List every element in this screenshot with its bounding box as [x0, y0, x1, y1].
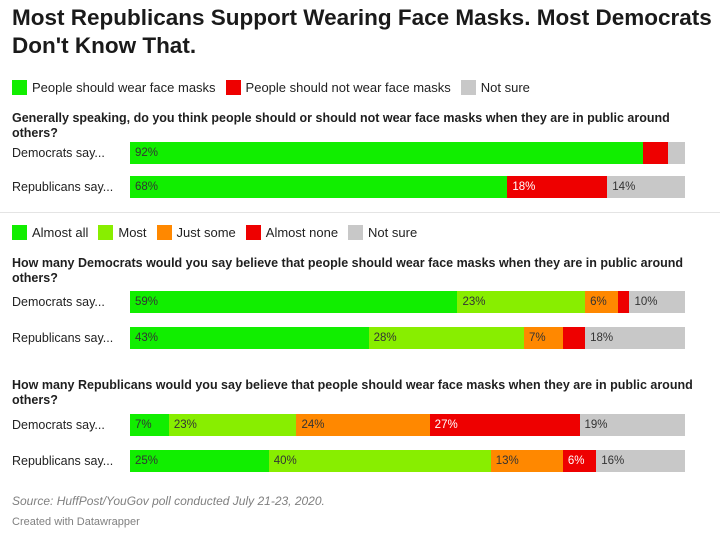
- bar-segment-almost-all: 43%: [130, 327, 369, 349]
- bar-segment-most: 28%: [368, 327, 525, 349]
- legend-item-people-should-not-wear-face-masks: People should not wear face masks: [225, 79, 451, 95]
- legend-item-just-some: Just some: [156, 224, 236, 240]
- bar-segment-not-sure: 10%: [629, 291, 685, 313]
- bar-segment-people-should-wear-face-masks: 92%: [130, 142, 644, 164]
- bar-segment-just-some: 13%: [490, 450, 563, 472]
- legend-item-most: Most: [98, 224, 147, 240]
- legend-swatch: [156, 224, 172, 240]
- bar-segment-almost-none: [618, 291, 630, 313]
- legend-label: People should not wear face masks: [245, 79, 451, 95]
- legend-item-not-sure: Not sure: [460, 79, 530, 95]
- bar-segment-just-some: 6%: [585, 291, 619, 313]
- legend-swatch: [12, 79, 27, 95]
- stacked-bar-q1-democrats: 92%: [130, 142, 685, 164]
- legend-swatch: [348, 224, 364, 240]
- question-2: How many Democrats would you say believe…: [12, 256, 684, 285]
- chart-title: Most Republicans Support Wearing Face Ma…: [12, 5, 712, 58]
- legend-item-almost-none: Almost none: [245, 224, 339, 240]
- legend-swatch: [460, 79, 476, 95]
- legend-mask-opinion: People should wear face masks People shou…: [12, 78, 540, 96]
- legend-label: Almost none: [265, 224, 339, 240]
- bar-segment-almost-all: 59%: [130, 291, 458, 313]
- bar-segment-just-some: 24%: [296, 414, 430, 436]
- legend-label: Not sure: [480, 79, 530, 95]
- row-label-republicans: Republicans say...: [12, 180, 114, 194]
- legend-swatch: [225, 79, 241, 95]
- legend-item-almost-all: Almost all: [12, 224, 89, 240]
- section-divider: [0, 212, 720, 213]
- legend-label: Almost all: [32, 224, 89, 240]
- legend-swatch: [12, 224, 27, 240]
- row-label-democrats: Democrats say...: [12, 295, 105, 309]
- bar-segment-most: 23%: [457, 291, 586, 313]
- row-label-republicans: Republicans say...: [12, 331, 114, 345]
- bar-segment-almost-all: 25%: [130, 450, 269, 472]
- row-label-democrats: Democrats say...: [12, 146, 105, 160]
- stacked-bar-q3-democrats: 7% 23% 24% 27% 19%: [130, 414, 685, 436]
- bar-segment-people-should-not-wear-face-masks: [643, 142, 669, 164]
- question-1: Generally speaking, do you think people …: [12, 111, 670, 140]
- bar-segment-not-sure: 14%: [607, 176, 685, 198]
- legend-label: Just some: [176, 224, 236, 240]
- legend-label: Most: [118, 224, 147, 240]
- bar-segment-almost-none: [562, 327, 586, 349]
- bar-segment-most: 23%: [168, 414, 297, 436]
- legend-item-people-should-wear-face-masks: People should wear face masks: [12, 79, 216, 95]
- bar-segment-not-sure: 19%: [579, 414, 685, 436]
- legend-label: Not sure: [368, 224, 418, 240]
- credit-line: Created with Datawrapper: [12, 516, 140, 528]
- bar-segment-not-sure: 16%: [596, 450, 685, 472]
- bar-segment-most: 40%: [268, 450, 491, 472]
- source-note: Source: HuffPost/YouGov poll conducted J…: [12, 494, 325, 508]
- stacked-bar-q2-republicans: 43% 28% 7% 18%: [130, 327, 685, 349]
- legend-item-not-sure: Not sure: [348, 224, 418, 240]
- bar-segment-not-sure: [668, 142, 685, 164]
- legend-share-believe: Almost all Most Just some Almost none Not su…: [12, 223, 427, 241]
- bar-segment-people-should-not-wear-face-masks: 18%: [507, 176, 608, 198]
- bar-segment-almost-none: 6%: [562, 450, 597, 472]
- bar-segment-not-sure: 18%: [585, 327, 685, 349]
- bar-segment-almost-none: 27%: [429, 414, 580, 436]
- row-label-democrats: Democrats say...: [12, 418, 105, 432]
- stacked-bar-q1-republicans: 68% 18% 14%: [130, 176, 685, 198]
- bar-segment-almost-all: 7%: [130, 414, 169, 436]
- bar-segment-just-some: 7%: [524, 327, 563, 349]
- legend-label: People should wear face masks: [32, 79, 216, 95]
- stacked-bar-q2-democrats: 59% 23% 6% 10%: [130, 291, 685, 313]
- stacked-bar-q3-republicans: 25% 40% 13% 6% 16%: [130, 450, 685, 472]
- legend-swatch: [245, 224, 261, 240]
- row-label-republicans: Republicans say...: [12, 454, 114, 468]
- question-3: How many Republicans would you say belie…: [12, 378, 693, 407]
- legend-swatch: [98, 224, 114, 240]
- bar-segment-people-should-wear-face-masks: 68%: [130, 176, 508, 198]
